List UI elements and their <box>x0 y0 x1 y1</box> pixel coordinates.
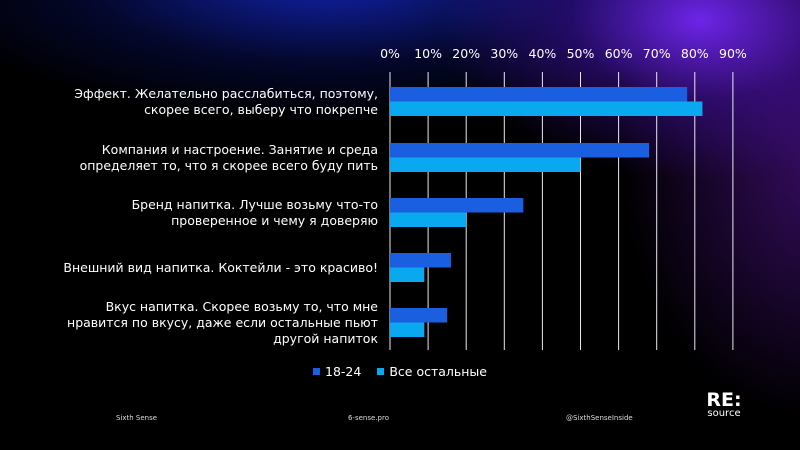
category-label-line: Бренд напитка. Лучше возьму что-то <box>131 196 378 212</box>
category-label-line: определяет то, что я скорее всего буду п… <box>79 157 378 173</box>
bar-others <box>390 101 703 116</box>
bar-18-24 <box>390 143 650 158</box>
legend-label: Все остальные <box>389 364 487 379</box>
x-tick-label: 10% <box>414 46 442 61</box>
category-label-line: Внешний вид напитка. Коктейли - это крас… <box>63 259 378 275</box>
bar-18-24 <box>390 253 451 268</box>
x-tick-label: 70% <box>643 46 671 61</box>
category-label-line: Вкус напитка. Скорее возьму то, что мне <box>105 298 378 314</box>
x-tick-label: 40% <box>529 46 557 61</box>
category-label-line: другой напиток <box>273 330 378 346</box>
category-label-line: скорее всего, выберу что покрепче <box>144 101 378 117</box>
logo-top: RE: <box>706 389 742 411</box>
category-label-line: Компания и настроение. Занятие и среда <box>101 141 378 157</box>
category-label: Компания и настроение. Занятие и среда оп… <box>18 142 378 174</box>
x-tick-label: 30% <box>490 46 518 61</box>
bar-others <box>390 157 581 172</box>
category-label: Внешний вид напитка. Коктейли - это крас… <box>18 260 378 276</box>
category-label: Эффект. Желательно расслабиться, поэтому… <box>18 86 378 118</box>
legend-swatch <box>377 368 385 375</box>
bar-others <box>390 212 467 227</box>
resource-logo: RE: source <box>702 391 746 419</box>
category-label-line: нравится по вкусу, даже если остальные п… <box>67 314 378 330</box>
category-label-line: Эффект. Желательно расслабиться, поэтому… <box>74 85 378 101</box>
legend-item-others: Все остальные <box>377 364 487 379</box>
category-label-line: проверенное и чему я доверяю <box>171 212 378 228</box>
category-label: Вкус напитка. Скорее возьму то, что мне н… <box>18 299 378 347</box>
legend-item-18-24: 18-24 <box>313 364 361 379</box>
bar-others <box>390 267 425 282</box>
x-tick-label: 20% <box>452 46 480 61</box>
legend-label: 18-24 <box>325 364 362 379</box>
bar-18-24 <box>390 87 688 102</box>
x-tick-label: 60% <box>605 46 633 61</box>
category-label: Бренд напитка. Лучше возьму что-то провер… <box>18 197 378 229</box>
legend: 18-24 Все остальные <box>0 364 800 379</box>
x-tick-label: 50% <box>567 46 595 61</box>
footer-handle: @SixthSenseInside <box>566 414 633 422</box>
legend-swatch <box>313 368 320 375</box>
footer-website: 6-sense.pro <box>348 414 389 422</box>
footer-brand: Sixth Sense <box>116 414 158 422</box>
bar-others <box>390 322 425 337</box>
x-tick-label: 0% <box>380 46 400 61</box>
bar-18-24 <box>390 198 524 213</box>
x-tick-label: 90% <box>719 46 747 61</box>
x-tick-label: 80% <box>681 46 709 61</box>
bar-18-24 <box>390 308 448 323</box>
logo-bottom: source <box>707 408 741 419</box>
